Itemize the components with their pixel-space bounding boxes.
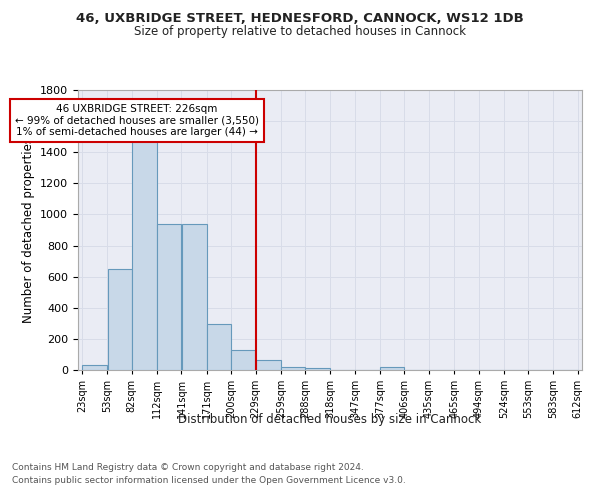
Bar [281,366,305,370]
Bar [157,224,181,370]
Bar [256,360,281,370]
Bar [182,224,206,370]
Bar [232,350,256,370]
Text: Size of property relative to detached houses in Cannock: Size of property relative to detached ho… [134,25,466,38]
Y-axis label: Number of detached properties: Number of detached properties [22,137,35,323]
Bar [82,364,107,370]
Bar [107,269,131,370]
Text: Distribution of detached houses by size in Cannock: Distribution of detached houses by size … [178,412,482,426]
Bar [207,324,231,370]
Bar [132,140,157,370]
Text: 46, UXBRIDGE STREET, HEDNESFORD, CANNOCK, WS12 1DB: 46, UXBRIDGE STREET, HEDNESFORD, CANNOCK… [76,12,524,26]
Text: Contains HM Land Registry data © Crown copyright and database right 2024.: Contains HM Land Registry data © Crown c… [12,462,364,471]
Text: 46 UXBRIDGE STREET: 226sqm
← 99% of detached houses are smaller (3,550)
1% of se: 46 UXBRIDGE STREET: 226sqm ← 99% of deta… [15,104,259,137]
Bar [380,367,404,370]
Bar [305,368,330,370]
Text: Contains public sector information licensed under the Open Government Licence v3: Contains public sector information licen… [12,476,406,485]
